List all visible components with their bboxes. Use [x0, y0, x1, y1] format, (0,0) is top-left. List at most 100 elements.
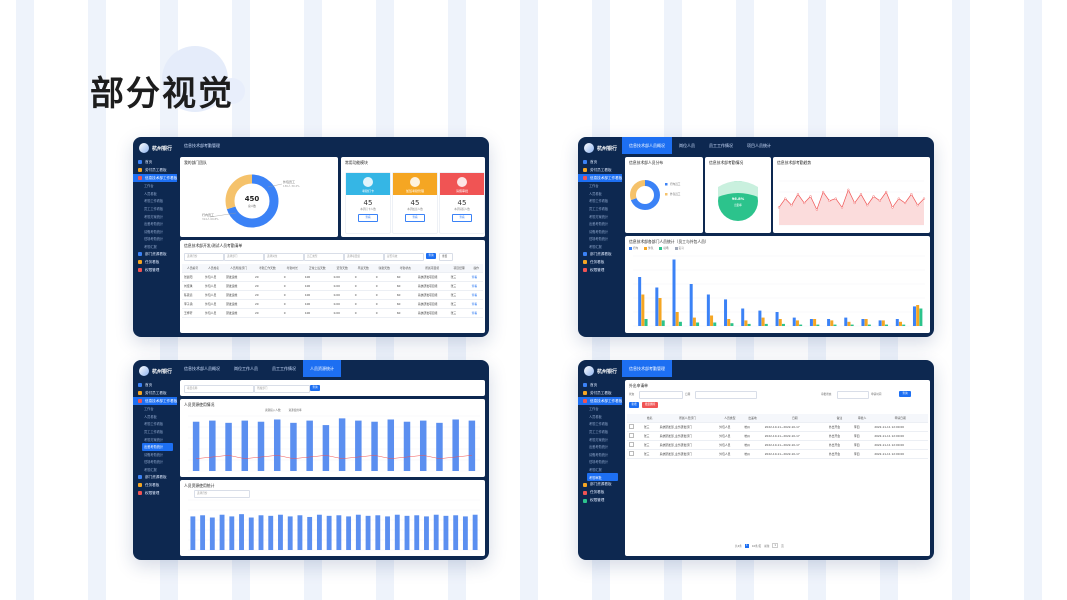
sidebar-subitem[interactable]: 出差考勤统计 — [142, 442, 173, 451]
sidebar-subitem[interactable]: 出差考勤统计 — [589, 445, 609, 450]
sidebar-item[interactable]: 任务看板 — [133, 481, 177, 489]
sidebar-item[interactable]: 任务看板 — [578, 258, 622, 266]
sidebar-subitem[interactable]: 驻场考勤统计 — [144, 460, 164, 465]
tab-attendance[interactable]: 信息技术部考勤管理 — [622, 360, 672, 377]
sidebar-subitem[interactable]: 考勤方案统计 — [589, 214, 609, 219]
sidebar-item[interactable]: 信息技术部工作看板 — [578, 174, 622, 182]
sidebar-subitem[interactable]: 工作台 — [144, 407, 154, 412]
reset-button[interactable]: 重置 — [439, 253, 453, 261]
sidebar-item[interactable]: 权限管理 — [578, 497, 622, 505]
table-filter[interactable]: 是否有效 — [384, 253, 424, 261]
table-cell[interactable]: 查看 — [469, 308, 483, 318]
sidebar-subitem[interactable]: 员工工作看板 — [589, 207, 609, 212]
sidebar-item[interactable]: 劳付员工看板 — [133, 389, 177, 397]
table-cell[interactable]: 查看 — [469, 299, 483, 309]
sidebar-subitem[interactable]: 考勤方案统计 — [144, 437, 164, 442]
sidebar-subitem[interactable]: 考勤方案统计 — [144, 214, 164, 219]
sidebar-subitem[interactable]: 驻场考勤统计 — [589, 460, 609, 465]
page-number[interactable]: 1 — [744, 543, 749, 548]
sidebar-subitem[interactable]: 驻场考勤统计 — [144, 237, 164, 242]
top-tab[interactable]: 信息技术部人员概况 — [184, 365, 220, 371]
department-filter[interactable]: 所属部门 — [254, 385, 310, 393]
sidebar-item[interactable]: 任务看板 — [133, 258, 177, 266]
batch-delete-button[interactable]: 批量删除 — [642, 402, 658, 408]
sidebar-subitem[interactable]: 考勤工作看板 — [144, 422, 164, 427]
view-button[interactable]: 查看 — [405, 214, 425, 222]
table-filter[interactable]: 选择项目组 — [344, 253, 384, 261]
function-card[interactable]: 考勤打卡 45 本周打卡人数 查看 — [345, 172, 391, 234]
row-checkbox[interactable] — [629, 433, 634, 438]
query-button[interactable]: 查询 — [899, 391, 911, 397]
sidebar-item[interactable]: 信息技术部工作看板 — [578, 397, 622, 405]
row-checkbox-cell[interactable] — [627, 449, 642, 459]
sidebar-subitem[interactable]: 考勤工作看板 — [589, 422, 609, 427]
sidebar-subitem[interactable]: 出差考勤统计 — [589, 222, 609, 227]
sidebar-item[interactable]: 首页 — [133, 381, 177, 389]
row-checkbox-cell[interactable] — [627, 422, 642, 432]
function-card[interactable]: 请假审批 45 本周请假人数 查看 — [439, 172, 485, 234]
table-filter[interactable]: 选择岗位 — [264, 253, 304, 261]
top-tab[interactable]: 项目人员统计 — [747, 142, 771, 148]
top-tab[interactable]: 岗位人员 — [679, 142, 695, 148]
sidebar-subitem[interactable]: 考勤工作看板 — [589, 199, 609, 204]
sidebar-subitem[interactable]: 人员看板 — [144, 191, 157, 196]
sidebar-subitem[interactable]: 考勤汇报 — [144, 245, 157, 250]
sidebar-item[interactable]: 劳付员工看板 — [578, 389, 622, 397]
sidebar-subitem[interactable]: 工作台 — [589, 184, 599, 189]
goto-input[interactable]: 1 — [772, 543, 779, 548]
table-filter[interactable]: 员工类型 — [304, 253, 344, 261]
table-cell[interactable]: 查看 — [469, 272, 483, 282]
row-checkbox-cell[interactable] — [627, 440, 642, 450]
status-filter[interactable] — [639, 391, 683, 399]
sidebar-item[interactable]: 劳付员工看板 — [578, 166, 622, 174]
table-cell[interactable]: 查看 — [469, 281, 483, 291]
sidebar-item[interactable]: 首页 — [133, 158, 177, 166]
sidebar-item[interactable]: 权限管理 — [133, 266, 177, 274]
sidebar-subitem[interactable]: 人员看板 — [589, 191, 602, 196]
row-checkbox-cell[interactable] — [627, 431, 642, 441]
view-button[interactable]: 查看 — [358, 214, 378, 222]
sidebar-subitem[interactable]: 工作台 — [589, 407, 599, 412]
sidebar-item[interactable]: 劳付员工看板 — [133, 166, 177, 174]
table-filter[interactable]: 选择月份 — [184, 253, 224, 261]
sidebar-item[interactable]: 首页 — [578, 381, 622, 389]
top-tab[interactable]: 信息技术部人员概况 — [622, 137, 672, 154]
sidebar-subitem[interactable]: 考勤工作看板 — [144, 199, 164, 204]
sidebar-item[interactable]: 首页 — [578, 158, 622, 166]
sidebar-item[interactable]: 部门资源看板 — [578, 250, 622, 258]
sidebar-subitem[interactable]: 工作台 — [144, 184, 154, 189]
row-checkbox[interactable] — [629, 442, 634, 447]
sidebar-item[interactable]: 任务看板 — [578, 489, 622, 497]
page-size-select[interactable]: 10条/页 — [751, 544, 762, 548]
approval-filter[interactable] — [837, 391, 869, 399]
sidebar-subitem[interactable]: 人员看板 — [589, 414, 602, 419]
sidebar-item[interactable]: 信息技术部工作看板 — [133, 397, 177, 405]
sidebar-subitem[interactable]: 员工工作看板 — [589, 430, 609, 435]
sidebar-subitem[interactable]: 员工工作看板 — [144, 207, 164, 212]
sidebar-subitem[interactable]: 驻场考勤统计 — [589, 237, 609, 242]
sidebar-subitem[interactable]: 考勤汇报 — [589, 468, 602, 473]
sidebar-subitem[interactable]: 考勤方案统计 — [589, 437, 609, 442]
row-checkbox[interactable] — [629, 451, 634, 456]
sidebar-subitem[interactable]: 请假考勤统计 — [144, 452, 164, 457]
date-filter[interactable] — [695, 391, 757, 399]
sidebar-item[interactable]: 权限管理 — [133, 489, 177, 497]
query-button[interactable]: 查询 — [426, 253, 436, 259]
sidebar-subitem[interactable]: 考勤汇报 — [144, 468, 157, 473]
sidebar-subitem[interactable]: 考勤审批 — [587, 473, 618, 481]
sidebar-subitem[interactable]: 人员看板 — [144, 414, 157, 419]
sidebar-subitem[interactable]: 请假考勤统计 — [144, 229, 164, 234]
sidebar-item[interactable]: 部门资源看板 — [133, 250, 177, 258]
top-tab[interactable]: 员工工作情况 — [272, 365, 296, 371]
view-button[interactable]: 查看 — [452, 214, 472, 222]
sidebar-item[interactable]: 信息技术部工作看板 — [133, 174, 177, 182]
table-cell[interactable]: 查看 — [469, 290, 483, 300]
function-card[interactable]: 加班考勤管理 45 本周加班人数 查看 — [392, 172, 438, 234]
sidebar-subitem[interactable]: 请假考勤统计 — [589, 229, 609, 234]
top-tab[interactable]: 员工工作情况 — [709, 142, 733, 148]
sidebar-item[interactable]: 权限管理 — [578, 266, 622, 274]
sidebar-subitem[interactable]: 出差考勤统计 — [144, 222, 164, 227]
project-filter[interactable]: 项目名称 — [184, 385, 254, 393]
row-checkbox[interactable] — [629, 424, 634, 429]
table-filter[interactable]: 选择部门 — [224, 253, 264, 261]
